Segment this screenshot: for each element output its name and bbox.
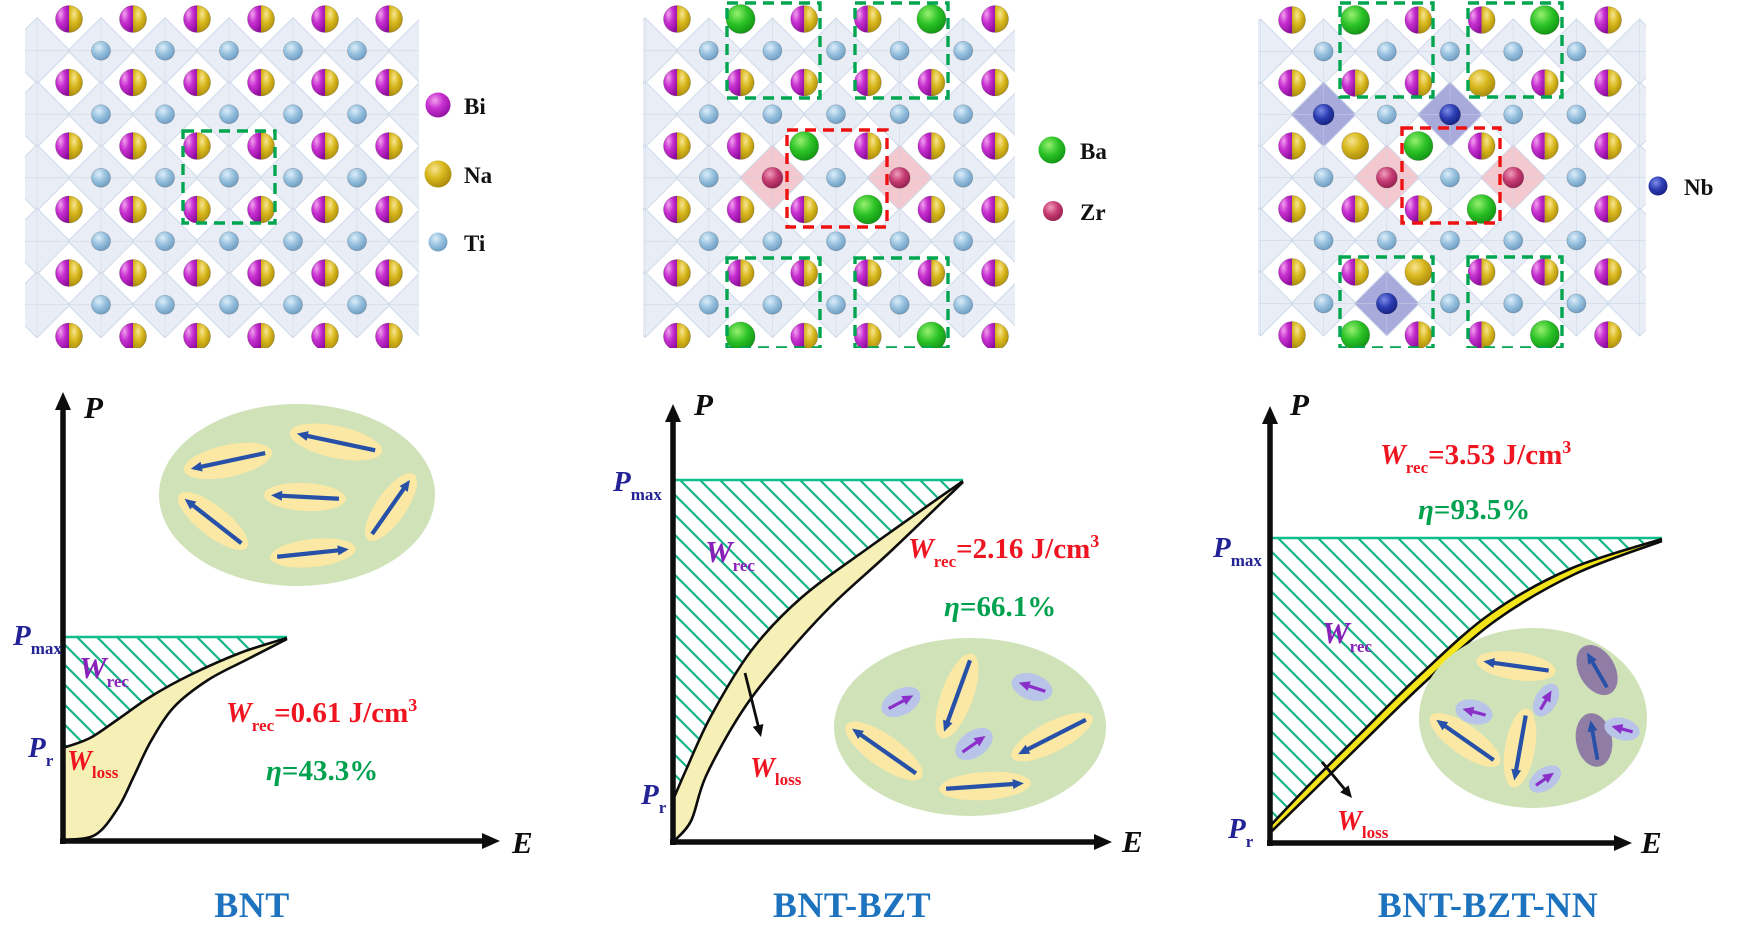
pe-plot-bnt-bzt-labels: P E Pmax Pr Wrec Wloss Wrec=2.16 J/cm3 η… (612, 387, 1143, 925)
panel-title-bnt: BNT (214, 885, 290, 925)
panel-title-bnt-bzt: BNT-BZT (773, 885, 931, 925)
bi-atom-swatch (425, 92, 451, 118)
legend-bnt-bzt: Ba Zr (1038, 136, 1107, 225)
ba-atom-swatch (1038, 136, 1066, 164)
wrec-area-label: Wrec (79, 650, 129, 691)
pmax-label: Pmax (1212, 532, 1262, 570)
legend-label-na: Na (464, 163, 493, 188)
e-axis-label: E (1121, 824, 1143, 859)
zr-atom-swatch (1043, 201, 1063, 221)
legend-label-ti: Ti (464, 231, 486, 256)
wrec-value: Wrec=3.53 J/cm3 (1380, 437, 1571, 477)
p-axis-label: P (693, 387, 714, 422)
e-axis-label: E (1640, 825, 1662, 860)
domain-ellipse-bnt-bzt (834, 638, 1106, 816)
legend-label-bi: Bi (464, 94, 486, 119)
pmax-label: Pmax (12, 620, 62, 658)
lattice-bnt (25, 5, 419, 348)
pmax-label: Pmax (612, 466, 662, 504)
wloss-area-label: Wloss (67, 746, 119, 782)
p-axis-label: P (1289, 387, 1310, 422)
pe-plot-bnt-bzt-nn (1262, 406, 1663, 851)
wrec-value: Wrec=2.16 J/cm3 (908, 531, 1099, 571)
na-atom-swatch (424, 160, 452, 188)
legend-label-nb: Nb (1684, 175, 1713, 200)
pr-label: Pr (27, 732, 54, 770)
lattice-bnt-bzt (643, 1, 1015, 348)
pe-plot-bnt-bzt-nn-labels: P E Pmax Pr Wrec Wloss Wrec=3.53 J/cm3 η… (1212, 387, 1662, 925)
wrec-area-label: Wrec (705, 534, 755, 575)
domain-ellipse-bnt-bzt-nn (1419, 628, 1647, 808)
pr-label: Pr (1227, 813, 1254, 851)
pe-plot-bnt-bzt (665, 404, 1112, 850)
wloss-area-label: Wloss (750, 753, 802, 789)
p-axis-label: P (83, 390, 104, 425)
e-axis-label: E (511, 825, 533, 860)
legend-bnt: Bi Na Ti (424, 92, 493, 256)
domain-ellipse-bnt (159, 404, 435, 586)
eta-value: η=43.3% (266, 755, 378, 787)
pe-plot-bnt (55, 392, 500, 849)
wloss-area-label: Wloss (1337, 806, 1389, 842)
wrec-value: Wrec=0.61 J/cm3 (226, 695, 417, 735)
pe-plot-bnt-labels: P E Pmax Pr Wrec Wloss Wrec=0.61 J/cm3 η… (12, 390, 533, 925)
legend-label-zr: Zr (1080, 200, 1106, 225)
eta-value: η=93.5% (1418, 494, 1530, 526)
ti-atom-swatch (428, 232, 448, 252)
eta-value: η=66.1% (944, 591, 1056, 623)
wrec-area-label: Wrec (1322, 615, 1372, 656)
nb-atom-swatch (1648, 176, 1668, 196)
legend-nb: Nb (1648, 175, 1713, 200)
legend-label-ba: Ba (1080, 139, 1107, 164)
panel-title-bnt-bzt-nn: BNT-BZT-NN (1378, 885, 1598, 925)
lattice-bnt-bzt-nn (1258, 1, 1646, 348)
pr-label: Pr (640, 779, 667, 817)
